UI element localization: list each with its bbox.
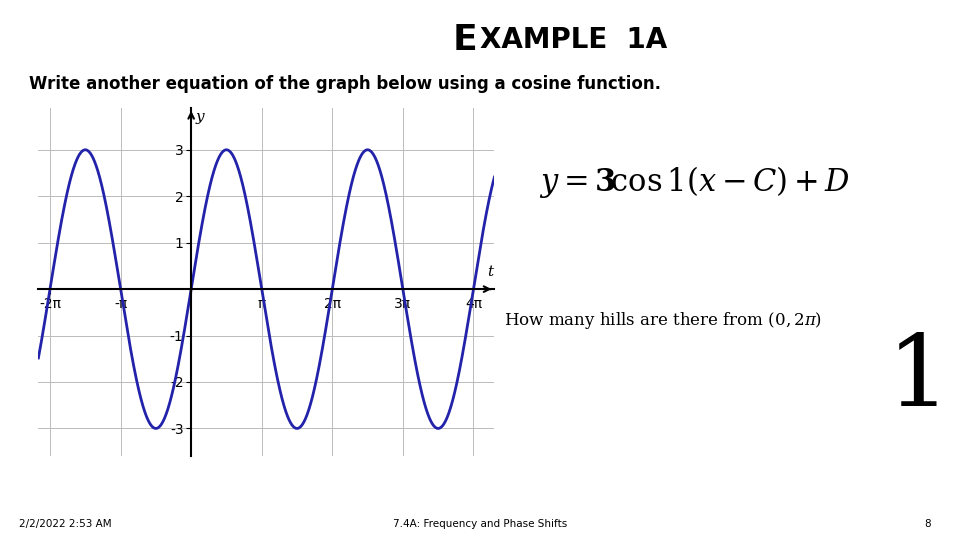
Text: $y = \mathbf{3}\!\cos 1(x-C)+D$: $y = \mathbf{3}\!\cos 1(x-C)+D$	[540, 164, 851, 200]
Text: 8: 8	[924, 519, 931, 529]
Text: E: E	[452, 24, 477, 57]
Text: Write another equation of the graph below using a cosine function.: Write another equation of the graph belo…	[29, 75, 660, 93]
Text: t: t	[487, 265, 493, 279]
Text: 1: 1	[886, 331, 950, 427]
Text: 2/2/2022 2:53 AM: 2/2/2022 2:53 AM	[19, 519, 111, 529]
Text: XAMPLE  1A: XAMPLE 1A	[480, 26, 667, 55]
Text: 7.4A: Frequency and Phase Shifts: 7.4A: Frequency and Phase Shifts	[393, 519, 567, 529]
Text: y: y	[195, 110, 204, 124]
Text: How many hills are there from $(0, 2\pi)$: How many hills are there from $(0, 2\pi)…	[504, 309, 822, 330]
